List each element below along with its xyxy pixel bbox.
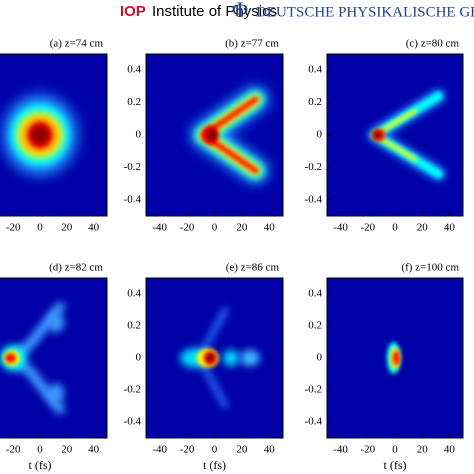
x-tick-label: -20 [360,444,375,456]
y-tick-label: 0 [136,129,142,141]
panel-title: (c) z=80 cm [406,38,460,50]
y-tick-label: 0.4 [127,64,141,76]
y-tick-label: -0.2 [305,161,322,173]
intensity [48,313,65,333]
y-tick-label: 0.4 [127,288,141,300]
x-axis-label: t (fs) [29,458,52,472]
y-tick-label: 0.4 [308,288,322,300]
x-tick-label: 40 [88,222,100,234]
x-tick-label: 0 [212,444,218,456]
y-tick-label: -0.2 [124,161,141,173]
x-tick-label: 0 [37,222,43,234]
panel-title: (f) z=100 cm [401,262,459,274]
intensity [5,353,16,363]
panel-title: (b) z=77 cm [225,38,279,50]
x-axis-label: t (fs) [384,458,407,472]
x-tick-label: -20 [180,444,195,456]
y-tick-label: 0 [317,352,323,364]
heatmap [0,278,107,438]
y-tick-label: 0 [136,352,142,364]
x-tick-label: 40 [264,444,276,456]
panel-title: (a) z=74 cm [50,38,104,50]
y-tick-label: -0.4 [305,416,323,428]
y-tick-label: -0.4 [124,416,142,428]
y-tick-label: -0.2 [124,384,141,396]
y-tick-label: 0.2 [308,320,322,332]
intensity [222,350,240,366]
panel-title: (e) z=86 cm [226,262,280,274]
y-tick-label: 0.2 [127,320,141,332]
x-tick-label: -20 [360,222,375,234]
x-tick-label: 0 [37,444,43,456]
heatmap [327,54,463,216]
x-tick-label: 0 [212,222,218,234]
x-tick-label: -40 [152,444,167,456]
heatmap [146,54,283,216]
intensity [373,130,382,140]
heatmap [327,278,463,438]
x-tick-label: 20 [417,444,429,456]
x-tick-label: -20 [180,222,195,234]
panel: (d) z=82 cm -20 0 20 40 t (fs) [0,262,108,472]
x-tick-label: 20 [61,222,73,234]
y-tick-label: 0.2 [127,96,141,108]
x-tick-label: 20 [236,444,248,456]
y-tick-label: -0.2 [305,384,322,396]
panel: (b) z=77 cm -40 -20 0 20 40 -0.4 -0.2 0 0.2 0.4 [124,38,284,234]
dpg: DEUTSCHE PHYSIKALISCHE GES [256,4,474,20]
x-tick-label: -20 [6,444,21,456]
x-tick-label: 40 [264,222,276,234]
intensity [206,353,215,363]
heatmap [0,54,107,216]
x-axis-label: t (fs) [203,458,226,472]
y-tick-label: 0 [317,129,323,141]
x-tick-label: -40 [152,222,167,234]
panel: (c) z=80 cm -40 -20 0 20 40 -0.4 -0.2 0 0.2 0.4 [305,38,464,234]
x-tick-label: 40 [444,444,456,456]
y-tick-label: 0.2 [308,96,322,108]
institute: Institute of Physics [152,3,277,20]
x-tick-label: -40 [333,222,348,234]
heatmap-background [327,54,463,216]
iop-logo: IOP [120,3,146,20]
x-tick-label: 0 [392,444,398,456]
x-tick-label: -40 [333,444,348,456]
x-tick-label: 20 [61,444,73,456]
x-tick-label: 40 [88,444,100,456]
panel: (e) z=86 cm -40 -20 0 20 40 -0.4 -0.2 0 0.2 0.4 t (… [124,262,284,472]
heatmap [146,278,283,438]
intensity [206,128,218,142]
y-tick-label: -0.4 [124,193,142,205]
panel: (a) z=74 cm -20 0 20 40 [0,38,108,234]
x-tick-label: -20 [6,222,21,234]
x-tick-label: 0 [392,222,398,234]
phi-logo: Φ [232,0,248,22]
panel: (f) z=100 cm -40 -20 0 20 40 -0.4 -0.2 0 0.2 0.4 t … [305,262,464,472]
intensity [240,350,260,366]
y-tick-label: -0.4 [305,193,323,205]
intensity [31,126,49,144]
panel-title: (d) z=82 cm [49,262,103,274]
y-tick-label: 0.4 [308,64,322,76]
x-tick-label: 40 [444,222,456,234]
intensity [48,383,65,403]
intensity [392,350,400,366]
x-tick-label: 20 [236,222,248,234]
x-tick-label: 20 [417,222,429,234]
